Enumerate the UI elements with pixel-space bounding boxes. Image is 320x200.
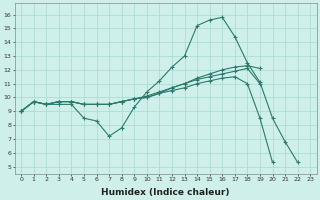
X-axis label: Humidex (Indice chaleur): Humidex (Indice chaleur) [101, 188, 230, 197]
